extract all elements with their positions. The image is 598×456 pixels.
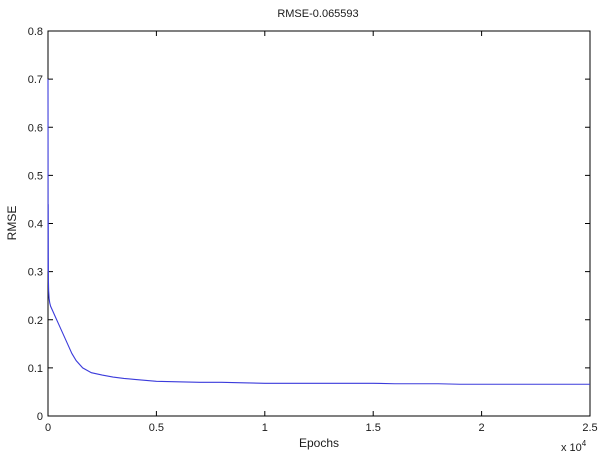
x-axis-multiplier: x 104 xyxy=(561,439,587,454)
x-axis-ticks: 0 0.5 1 1.5 2 2.5 xyxy=(45,31,598,434)
y-axis-ticks: 0 0.1 0.2 0.3 0.4 0.5 0.6 0.7 0.8 xyxy=(28,26,590,423)
x-axis-multiplier-exponent: 4 xyxy=(582,439,587,448)
rmse-series-line xyxy=(47,79,590,385)
y-tick-label-3: 0.3 xyxy=(28,267,43,279)
y-tick-label-1: 0.1 xyxy=(28,363,43,375)
y-tick-label-6: 0.6 xyxy=(28,122,43,134)
x-tick-label-3: 1.5 xyxy=(366,422,381,434)
chart-title: RMSE-0.065593 xyxy=(277,8,358,20)
x-tick-label-1: 0.5 xyxy=(149,422,164,434)
y-tick-label-0: 0 xyxy=(37,411,43,423)
x-tick-label-2: 1 xyxy=(262,422,268,434)
y-tick-label-7: 0.7 xyxy=(28,74,43,86)
x-axis-multiplier-base: x 10 xyxy=(561,442,582,454)
y-tick-label-8: 0.8 xyxy=(28,26,43,38)
y-tick-label-5: 0.5 xyxy=(28,170,43,182)
y-tick-label-2: 0.2 xyxy=(28,315,43,327)
y-axis-title: RMSE xyxy=(5,206,19,241)
x-tick-label-4: 2 xyxy=(479,422,485,434)
y-tick-label-4: 0.4 xyxy=(28,219,43,231)
x-tick-label-5: 2.5 xyxy=(582,422,597,434)
x-tick-label-0: 0 xyxy=(45,422,51,434)
x-axis-title: Epochs xyxy=(299,436,339,450)
plot-area-frame xyxy=(47,30,591,417)
